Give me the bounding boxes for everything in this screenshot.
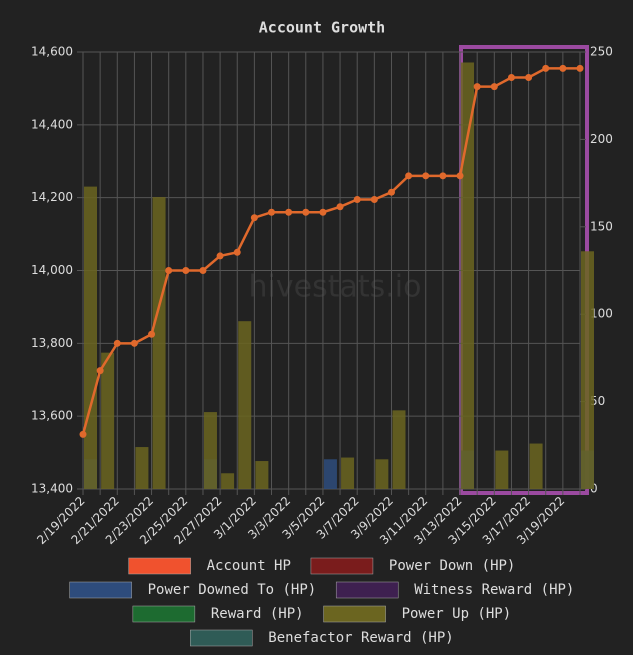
point [559, 64, 567, 72]
point [387, 188, 395, 196]
point [473, 83, 481, 91]
y-tick-label: 14,000 [31, 263, 73, 277]
point [456, 172, 464, 180]
legend-item: Witness Reward (HP) [335, 581, 574, 599]
bar [341, 457, 355, 489]
point [250, 214, 258, 222]
chart-title: Account Growth [259, 19, 385, 37]
legend-item: Reward (HP) [132, 605, 304, 623]
point [96, 367, 104, 375]
legend-label: Power Down (HP) [389, 558, 515, 574]
point [525, 73, 533, 81]
y-tick-label: 14,400 [31, 117, 73, 131]
y-tick-label: 14,600 [31, 45, 73, 59]
y2-tick-label: 250 [590, 45, 613, 59]
point [576, 64, 584, 72]
legend-swatch [323, 605, 386, 623]
legend-label: Account HP [207, 558, 291, 574]
bar [461, 62, 475, 489]
point [233, 248, 241, 256]
point [216, 252, 224, 260]
legend-swatch [128, 557, 191, 575]
point [182, 267, 190, 274]
bar [238, 321, 252, 489]
legend-label: Power Downed To (HP) [148, 582, 317, 598]
point [507, 73, 515, 81]
legend-swatch [335, 581, 399, 599]
y-tick-label: 14,200 [31, 190, 73, 204]
bar [255, 461, 269, 489]
bar [375, 459, 389, 489]
bar [529, 443, 543, 489]
bar [152, 197, 166, 490]
watermark: hivestats.io [249, 270, 422, 305]
y-tick-label: 13,400 [31, 482, 73, 496]
bar [323, 459, 337, 489]
point [422, 172, 430, 180]
point [302, 208, 310, 216]
legend-swatch [190, 629, 253, 647]
y2-tick-label: 100 [590, 307, 613, 321]
y2-tick-label: 200 [590, 132, 613, 146]
point [405, 172, 413, 180]
point [199, 267, 207, 274]
point [370, 195, 378, 203]
bar [203, 412, 217, 489]
point [353, 195, 361, 203]
bar [135, 447, 149, 489]
point [148, 330, 156, 338]
bar [221, 473, 235, 489]
bar [84, 186, 97, 489]
legend-label: Reward (HP) [211, 606, 304, 622]
legend-item: Account HP [128, 557, 291, 575]
legend-swatch [310, 557, 374, 575]
y2-tick-label: 150 [590, 219, 613, 233]
point [542, 64, 550, 72]
y-tick-label: 13,600 [31, 409, 73, 423]
point [113, 339, 121, 347]
legend-swatch [69, 581, 132, 599]
point [439, 172, 447, 180]
bar [581, 251, 594, 489]
point [268, 208, 276, 216]
y-tick-label: 13,800 [31, 336, 73, 350]
legend-swatch [132, 605, 196, 623]
legend-item: Power Down (HP) [310, 557, 515, 575]
legend-item: Benefactor Reward (HP) [190, 629, 454, 647]
point [285, 208, 293, 216]
bar [495, 450, 509, 489]
legend-label: Benefactor Reward (HP) [268, 630, 453, 646]
point [165, 267, 173, 274]
legend-item: Power Downed To (HP) [69, 581, 317, 599]
legend-label: Witness Reward (HP) [414, 582, 574, 598]
point [490, 83, 498, 91]
point [79, 430, 87, 438]
legend-item: Power Up (HP) [323, 605, 512, 623]
point [336, 203, 344, 211]
bar [392, 410, 406, 489]
legend-label: Power Up (HP) [402, 606, 512, 622]
point [319, 208, 327, 216]
point [130, 339, 138, 347]
bar [101, 352, 115, 489]
